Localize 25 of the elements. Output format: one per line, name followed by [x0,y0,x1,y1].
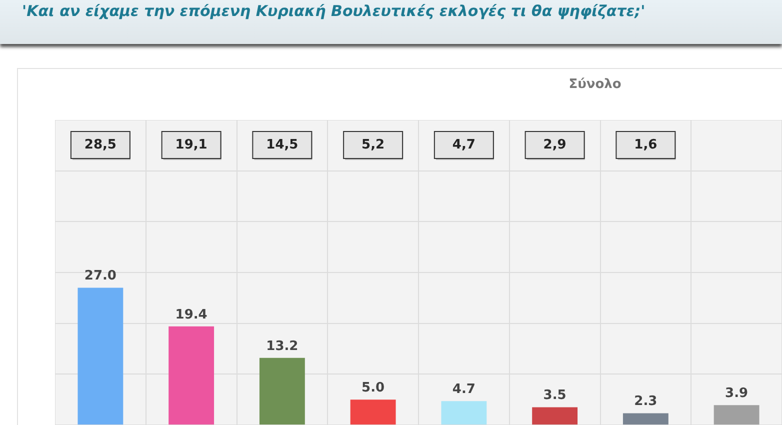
annotation: 2,9 [543,137,566,152]
annotation: 28,5 [84,137,116,152]
data-label: 4.7 [452,382,476,397]
chart-title: 'Και αν είχαμε την επόμενη Κυριακή Βουλευτικές εκλογές τι θα ψηφίζατε;' [22,2,646,20]
data-label: 3.9 [725,386,748,402]
bar [441,401,487,424]
bar [622,413,668,424]
data-label: 5.0 [362,380,385,396]
annotation: 1,6 [634,137,658,152]
annotation: 5,2 [362,137,385,152]
annotation: 14,5 [266,137,298,152]
bar [350,400,396,424]
data-label: 3.5 [543,388,566,404]
bar [714,405,760,424]
data-label: 27.0 [84,268,116,284]
data-label: 2.3 [634,394,658,410]
bar [259,358,305,424]
data-label: 19.4 [175,307,208,322]
chart-subtitle: Σύνολο [568,77,622,92]
data-label: 13.2 [266,338,298,354]
annotation: 19,1 [175,137,208,152]
bar [78,288,124,424]
bar [168,326,214,424]
annotation: 4,7 [452,137,476,152]
bar [532,407,578,424]
